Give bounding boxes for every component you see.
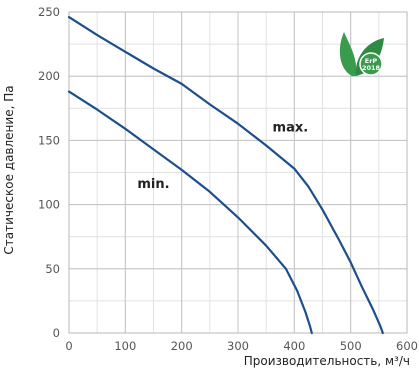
x-tick-label: 400 bbox=[283, 339, 305, 353]
x-tick-label: 100 bbox=[114, 339, 136, 353]
x-tick-labels: 0 100 200 300 400 500 600 bbox=[65, 339, 418, 353]
badge-label-top: ErP bbox=[365, 57, 378, 65]
annotation-min: min. bbox=[137, 177, 169, 192]
grid-major bbox=[68, 11, 408, 334]
y-axis-title: Статическое давление, Па bbox=[2, 85, 16, 254]
curve-annotations: max. min. bbox=[137, 120, 308, 191]
badge-label-bottom: 2018 bbox=[362, 64, 381, 72]
erp-circle bbox=[359, 52, 383, 76]
series-lines bbox=[67, 16, 384, 335]
x-tick-label: 200 bbox=[171, 339, 193, 353]
y-tick-label: 0 bbox=[53, 326, 60, 340]
y-tick-label: 50 bbox=[45, 262, 60, 276]
y-tick-label: 100 bbox=[38, 198, 60, 212]
x-tick-label: 0 bbox=[65, 339, 72, 353]
series-line-min bbox=[67, 90, 313, 335]
x-axis-title: Производительность, м³/ч bbox=[244, 354, 410, 368]
x-tick-label: 500 bbox=[340, 339, 362, 353]
annotation-max: max. bbox=[273, 120, 309, 135]
erp-2018-badge: ErP 2018 bbox=[339, 32, 384, 76]
plot-frame bbox=[68, 11, 408, 334]
x-tick-label: 600 bbox=[396, 339, 418, 353]
y-tick-label: 150 bbox=[38, 133, 60, 147]
series-line-max bbox=[67, 16, 384, 335]
y-tick-labels: 0 50 100 150 200 250 bbox=[38, 5, 60, 340]
x-tick-label: 300 bbox=[227, 339, 249, 353]
leaf-left-icon bbox=[339, 32, 357, 76]
y-tick-label: 200 bbox=[38, 69, 60, 83]
y-tick-label: 250 bbox=[38, 5, 60, 19]
